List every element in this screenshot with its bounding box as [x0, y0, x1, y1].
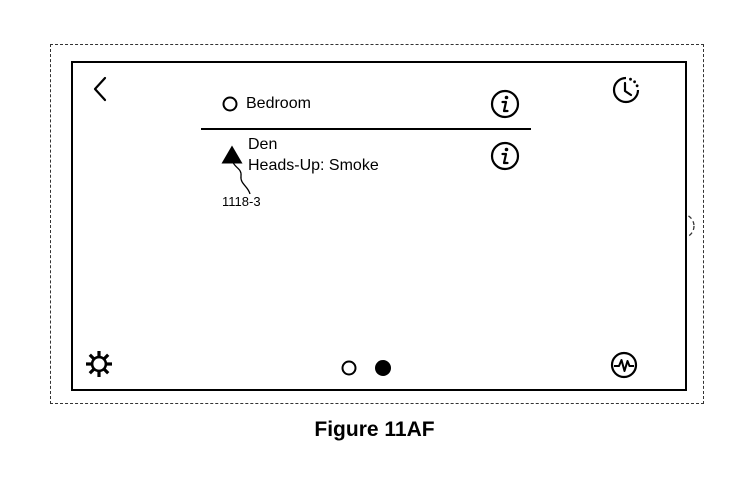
page-indicator — [340, 359, 394, 379]
room-name: Bedroom — [246, 95, 311, 113]
list-divider — [201, 128, 531, 130]
circle-outline-icon — [222, 96, 238, 112]
info-icon[interactable] — [489, 88, 521, 120]
history-clock-icon[interactable] — [611, 75, 641, 105]
reference-leader-line — [228, 158, 258, 198]
back-chevron-icon[interactable] — [92, 76, 108, 102]
reference-numeral: 1118-3 — [222, 194, 261, 209]
list-item[interactable]: Bedroom — [222, 94, 532, 118]
info-icon[interactable] — [489, 140, 521, 172]
settings-gear-icon[interactable] — [84, 349, 114, 379]
room-status: Heads-Up: Smoke — [248, 157, 379, 175]
page-dot-active — [375, 360, 391, 376]
activity-pulse-icon[interactable] — [609, 350, 639, 380]
room-name: Den — [248, 136, 277, 154]
figure-caption: Figure 11AF — [0, 418, 749, 442]
page-dot-inactive — [343, 362, 356, 375]
